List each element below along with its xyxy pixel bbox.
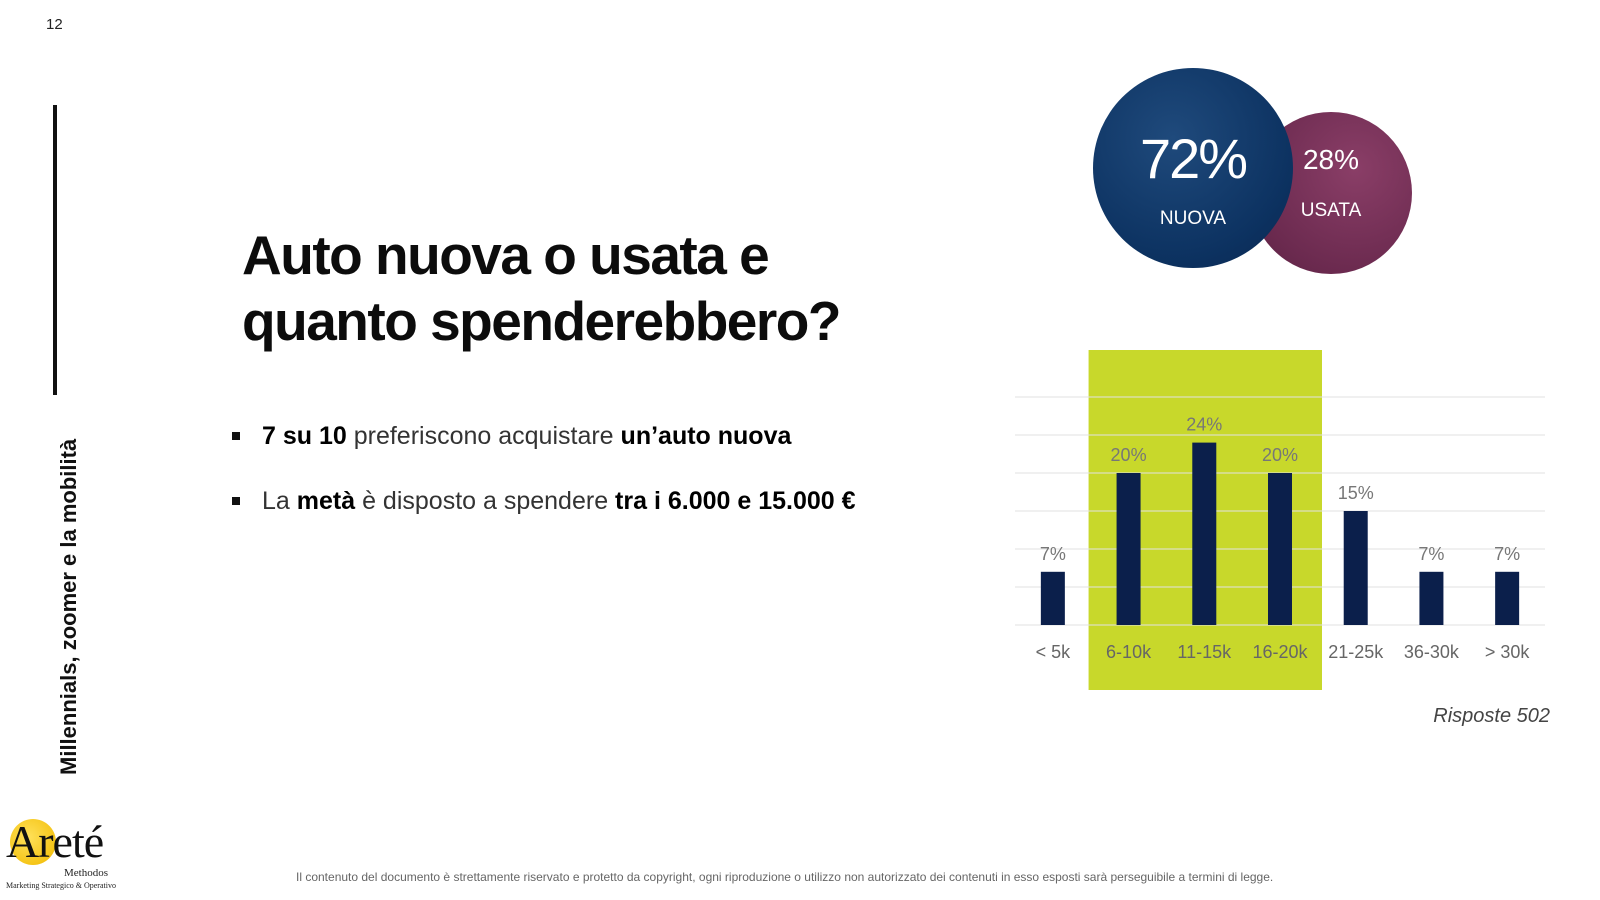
x-tick-label: 36-30k bbox=[1404, 642, 1460, 662]
new-car-bubble: 72% NUOVA bbox=[1093, 68, 1293, 268]
square-bullet-icon bbox=[232, 432, 240, 440]
page-title: Auto nuova o usata e quanto spenderebber… bbox=[242, 222, 942, 354]
logo-wordmark: Areté bbox=[6, 816, 104, 867]
bar bbox=[1343, 511, 1368, 625]
used-car-label: USATA bbox=[1300, 200, 1362, 221]
new-car-percent: 72% bbox=[1139, 127, 1248, 190]
bullet-text: preferiscono acquistare bbox=[346, 422, 621, 450]
page-number: 12 bbox=[46, 16, 63, 33]
sun-icon bbox=[10, 819, 56, 865]
bullet-item: La metà è disposto a spendere tra i 6.00… bbox=[232, 485, 856, 517]
bullet-list: 7 su 10 preferiscono acquistare un’auto … bbox=[232, 420, 856, 550]
responses-count: Risposte 502 bbox=[1433, 705, 1550, 727]
copyright-disclaimer: Il contenuto del documento è strettament… bbox=[296, 870, 1274, 884]
bullet-text: è disposto a spendere bbox=[355, 487, 616, 515]
bullet-text: metà bbox=[296, 487, 356, 515]
data-label: 20% bbox=[1262, 445, 1298, 465]
side-rule bbox=[53, 105, 57, 395]
company-logo: Areté Methodos Marketing Strategico & Op… bbox=[2, 815, 132, 895]
bullet-item: 7 su 10 preferiscono acquistare un’auto … bbox=[232, 420, 856, 452]
title-line-2: quanto spenderebbero? bbox=[242, 290, 842, 352]
bar bbox=[1116, 473, 1141, 625]
bullet-text: La bbox=[262, 487, 297, 515]
square-bullet-icon bbox=[232, 497, 240, 505]
bar bbox=[1268, 473, 1292, 625]
title-line-1: Auto nuova o usata e bbox=[242, 224, 770, 286]
logo-subtitle: Methodos bbox=[64, 867, 108, 879]
x-tick-label: 21-25k bbox=[1328, 642, 1384, 662]
bar bbox=[1192, 442, 1217, 625]
data-label: 15% bbox=[1338, 483, 1374, 503]
x-tick-label: 11-15k bbox=[1177, 642, 1232, 662]
data-label: 7% bbox=[1494, 544, 1520, 564]
x-tick-label: < 5k bbox=[1036, 642, 1072, 662]
x-tick-label: 6-10k bbox=[1106, 642, 1152, 662]
bar bbox=[1495, 571, 1520, 625]
data-label: 24% bbox=[1186, 415, 1222, 435]
bar bbox=[1419, 571, 1444, 625]
data-label: 20% bbox=[1111, 445, 1147, 465]
budget-bar-chart: 7% < 5k 20% 6-10k 24% 11-15k 20% 16-20k 15% 21-25… bbox=[1015, 350, 1545, 690]
bullet-text: 7 su 10 bbox=[262, 422, 347, 450]
logo-tagline: Marketing Strategico & Operativo bbox=[6, 881, 116, 890]
used-car-percent: 28% bbox=[1302, 144, 1360, 175]
bar bbox=[1040, 571, 1065, 625]
new-car-label: NUOVA bbox=[1159, 208, 1227, 229]
bullet-text: tra i 6.000 e 15.000 € bbox=[615, 487, 856, 515]
x-tick-label: 16-20k bbox=[1252, 642, 1308, 662]
x-tick-label: > 30k bbox=[1485, 642, 1531, 662]
data-label: 7% bbox=[1418, 544, 1444, 564]
data-label: 7% bbox=[1040, 544, 1066, 564]
bullet-text: un’auto nuova bbox=[620, 422, 792, 450]
side-title: Millennials, zoomer e la mobilità bbox=[56, 438, 81, 775]
